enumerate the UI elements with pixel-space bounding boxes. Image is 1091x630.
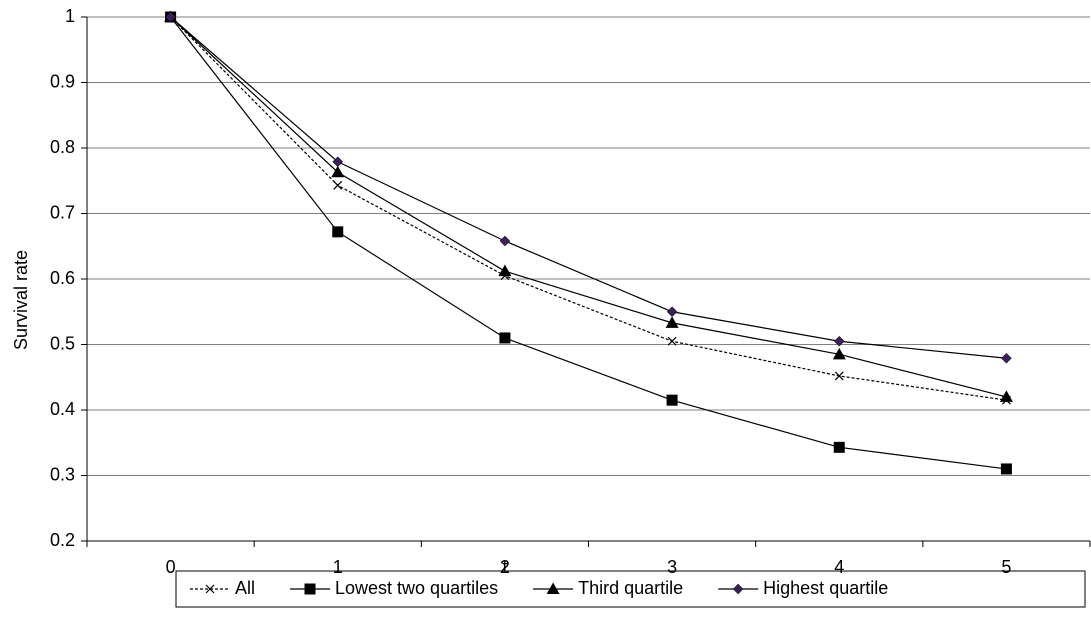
series-line [170,16,1007,398]
data-marker [332,226,344,238]
data-marker [331,165,345,178]
x-tick-label: 3 [667,557,677,577]
data-marker [498,264,512,277]
x-tick-label: 5 [1001,557,1011,577]
data-marker [499,235,511,247]
y-tick-label: 0.2 [50,530,75,550]
x-tick-label: 2 [500,557,510,577]
y-tick-label: 0.5 [50,333,75,353]
data-marker [1000,463,1012,475]
y-tick-label: 0.6 [50,268,75,288]
legend-marker [205,584,215,594]
y-tick-label: 0.7 [50,202,75,222]
data-marker [499,332,511,344]
x-tick-label: 4 [834,557,844,577]
y-tick-label: 0.4 [50,399,75,419]
data-marker [665,316,679,328]
data-marker [666,394,678,406]
series-line [170,16,1007,359]
data-marker [1001,352,1012,364]
x-tick-label: 0 [166,557,176,577]
data-marker [832,347,846,360]
data-marker [666,306,678,318]
data-marker [834,371,844,381]
y-axis-title: Survival rate [11,250,31,350]
data-marker [667,336,677,346]
data-marker [833,441,845,453]
series-line [170,16,1007,401]
legend-label: Highest quartile [763,578,888,598]
x-tick-label: 1 [333,557,343,577]
data-marker [165,11,176,23]
legend-label: All [235,578,255,598]
data-marker [999,390,1013,402]
legend-label: Lowest two quartiles [335,578,498,598]
y-tick-label: 0.9 [50,71,75,91]
legend-marker [732,583,744,595]
y-tick-label: 0.3 [50,464,75,484]
data-marker [333,180,343,190]
data-marker [332,156,344,168]
data-marker [833,335,845,347]
x-axis-title: t [502,557,507,577]
y-tick-label: 0.8 [50,137,75,157]
series-line [170,16,1007,470]
legend-marker [546,582,560,594]
y-tick-label: 1 [65,6,75,26]
legend-marker [304,583,316,595]
legend-label: Third quartile [578,578,683,598]
